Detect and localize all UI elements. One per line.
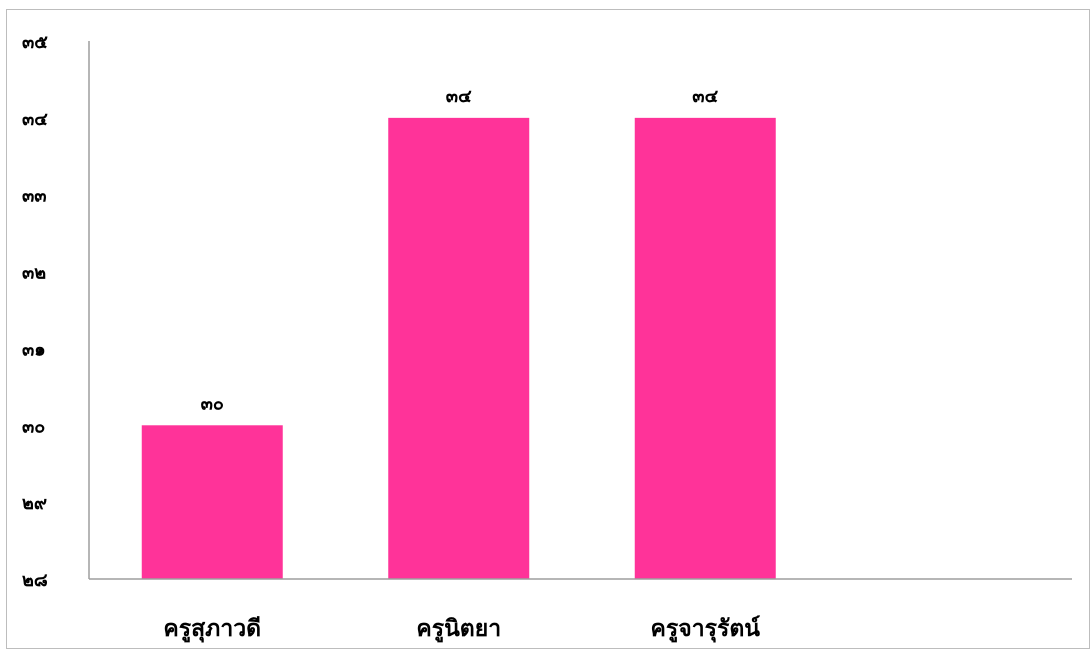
x-tick-label: ครูนิตยา [416,616,501,643]
y-tick-label: ๓๔ [22,109,48,130]
y-tick-label: ๒๘ [22,570,48,591]
y-tick-label: ๓๐ [22,416,45,437]
bar [142,425,283,579]
y-tick-label: ๓๒ [22,263,46,284]
x-axis-labels: ครูสุภาวดี ครูนิตยา ครูจารุรัตน์ [163,615,760,643]
data-label: ๓๔ [446,86,472,107]
bars [142,118,776,579]
y-tick-label: ๓๕ [22,32,48,53]
y-tick-label: ๓๓ [22,186,47,207]
y-tick-label: ๓๑ [22,339,46,360]
x-tick-label: ครูสุภาวดี [163,616,261,643]
y-tick-label: ๒๙ [22,493,47,514]
bar [388,118,529,579]
data-label: ๓๔ [692,86,718,107]
bar [635,118,776,579]
x-tick-label: ครูจารุรัตน์ [651,615,761,643]
data-label: ๓๐ [201,393,224,414]
y-axis-ticks: ๒๘ ๒๙ ๓๐ ๓๑ ๓๒ ๓๓ ๓๔ ๓๕ [22,32,48,591]
